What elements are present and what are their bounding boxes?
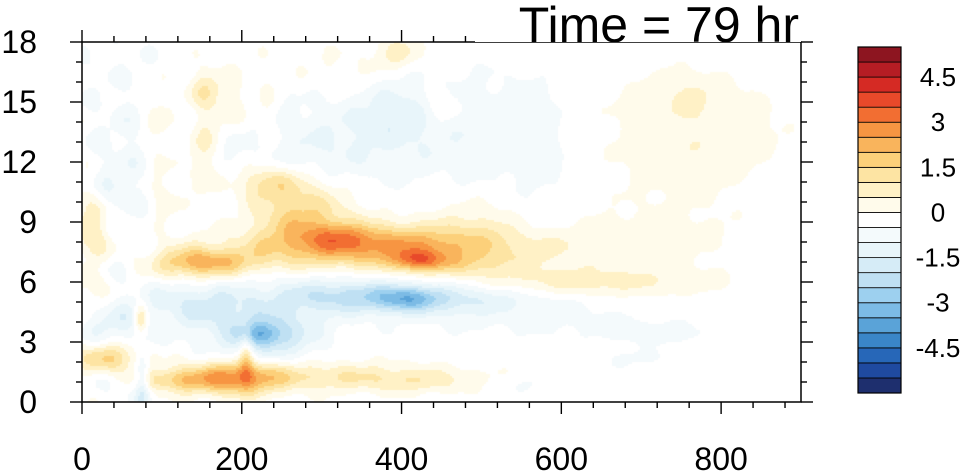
x-tick-label: 0 <box>73 441 91 473</box>
colorbar-swatch <box>857 136 902 153</box>
colorbar-labels: 4.5 3 1.5 0 -1.5 -3 -4.5 <box>916 62 961 363</box>
colorbar-swatch <box>857 362 902 379</box>
colorbar-swatch <box>857 106 902 123</box>
colorbar-swatch <box>857 61 902 78</box>
colorbar-swatch <box>857 197 902 213</box>
colorbar-swatch <box>857 76 902 93</box>
colorbar-swatch <box>857 181 902 198</box>
colorbar-label: 0 <box>931 197 945 227</box>
plot-area <box>82 42 801 402</box>
colorbar-swatch <box>857 317 902 334</box>
colorbar-swatch <box>857 257 902 274</box>
colorbar-swatch <box>857 377 902 394</box>
x-axis-tick-labels: 0 200 400 600 800 <box>73 441 748 473</box>
colorbar-frame <box>857 46 902 394</box>
colorbar-swatch <box>857 121 902 138</box>
colorbar-swatch <box>857 272 902 289</box>
colorbar-swatch <box>857 332 902 349</box>
colorbar-swatch <box>857 242 902 259</box>
colorbar-swatch <box>857 347 902 364</box>
colorbar-swatch <box>857 91 902 108</box>
colorbar-swatch <box>857 212 902 228</box>
y-tick-label: 9 <box>19 204 37 240</box>
colorbar-swatch <box>857 302 902 319</box>
x-tick-label: 800 <box>694 441 747 473</box>
y-tick-label: 0 <box>19 384 37 420</box>
chart-title: Time = 79 hr <box>519 0 799 53</box>
heatmap-field <box>82 42 801 402</box>
colorbar-label: 4.5 <box>920 62 956 92</box>
colorbar <box>857 46 902 394</box>
y-tick-label: 6 <box>19 264 37 300</box>
y-axis-tick-labels: 0 3 6 9 12 15 18 <box>1 24 37 420</box>
colorbar-label: -1.5 <box>916 243 961 273</box>
y-tick-label: 15 <box>1 84 37 120</box>
title-background <box>475 0 801 42</box>
colorbar-swatch <box>857 166 902 183</box>
colorbar-swatch <box>857 46 902 63</box>
y-tick-label: 3 <box>19 324 37 360</box>
colorbar-swatch <box>857 287 902 304</box>
colorbar-label: 3 <box>931 107 945 137</box>
y-tick-label: 12 <box>1 144 37 180</box>
colorbar-label: 1.5 <box>920 152 956 182</box>
colorbar-swatch <box>857 151 902 168</box>
colorbar-swatch <box>857 227 902 243</box>
y-tick-label: 18 <box>1 24 37 60</box>
x-tick-label: 200 <box>215 441 268 473</box>
colorbar-label: -3 <box>926 288 949 318</box>
x-tick-label: 600 <box>535 441 588 473</box>
colorbar-label: -4.5 <box>916 333 961 363</box>
x-tick-label: 400 <box>375 441 428 473</box>
